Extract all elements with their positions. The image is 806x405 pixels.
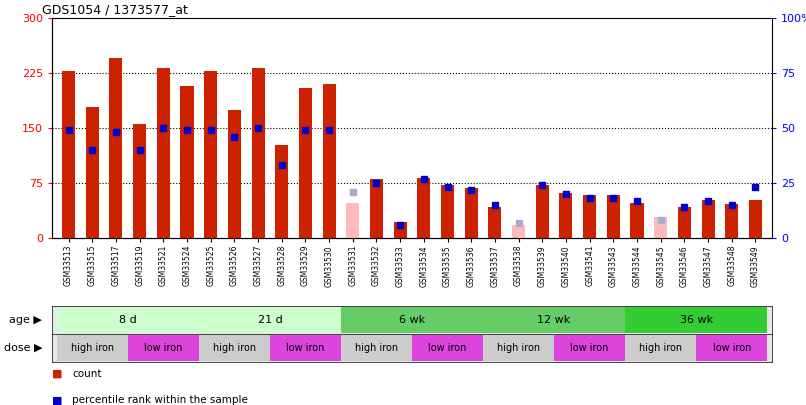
Bar <box>654 217 667 238</box>
Text: low iron: low iron <box>713 343 751 353</box>
Bar <box>133 124 146 238</box>
Bar <box>512 225 525 238</box>
Text: 12 wk: 12 wk <box>538 315 571 325</box>
Text: 8 d: 8 d <box>119 315 137 325</box>
Bar <box>322 84 335 238</box>
Bar <box>412 335 483 361</box>
Text: GDS1054 / 1373577_at: GDS1054 / 1373577_at <box>42 3 188 16</box>
Bar <box>465 188 478 238</box>
Text: low iron: low iron <box>428 343 467 353</box>
Bar <box>62 71 75 238</box>
Bar <box>393 222 407 238</box>
Text: ■: ■ <box>52 395 63 405</box>
Bar <box>204 71 217 238</box>
Bar <box>696 335 767 361</box>
Bar <box>536 185 549 238</box>
Bar <box>678 207 691 238</box>
Text: 36 wk: 36 wk <box>679 315 713 325</box>
Bar <box>251 68 264 238</box>
Text: high iron: high iron <box>639 343 682 353</box>
Text: 21 d: 21 d <box>258 315 282 325</box>
Bar <box>630 203 643 238</box>
Bar <box>583 196 596 238</box>
Text: high iron: high iron <box>71 343 114 353</box>
Bar <box>418 178 430 238</box>
Bar <box>483 307 625 333</box>
Text: low iron: low iron <box>571 343 609 353</box>
Bar <box>347 203 359 238</box>
Text: age ▶: age ▶ <box>9 315 42 325</box>
Bar <box>441 185 454 238</box>
Text: count: count <box>73 369 102 379</box>
Text: high iron: high iron <box>213 343 256 353</box>
Text: ■: ■ <box>52 369 63 379</box>
Bar <box>370 179 383 238</box>
Text: percentile rank within the sample: percentile rank within the sample <box>73 395 248 405</box>
Text: 6 wk: 6 wk <box>399 315 425 325</box>
Text: low iron: low iron <box>144 343 182 353</box>
Bar <box>701 200 715 238</box>
Text: dose ▶: dose ▶ <box>3 343 42 353</box>
Bar <box>228 110 241 238</box>
Bar <box>128 335 199 361</box>
Text: high iron: high iron <box>355 343 398 353</box>
Bar <box>483 335 554 361</box>
Bar <box>488 207 501 238</box>
Bar <box>270 335 341 361</box>
Bar <box>749 200 762 238</box>
Bar <box>110 58 123 238</box>
Bar <box>157 68 170 238</box>
Bar <box>341 335 412 361</box>
Bar <box>181 86 193 238</box>
Bar <box>299 87 312 238</box>
Bar <box>85 107 99 238</box>
Bar <box>607 196 620 238</box>
Bar <box>56 335 128 361</box>
Bar <box>341 307 483 333</box>
Bar <box>625 307 767 333</box>
Bar <box>625 335 696 361</box>
Text: low iron: low iron <box>286 343 325 353</box>
Bar <box>554 335 625 361</box>
Bar <box>199 307 341 333</box>
Text: high iron: high iron <box>497 343 540 353</box>
Bar <box>275 145 289 238</box>
Bar <box>199 335 270 361</box>
Bar <box>725 204 738 238</box>
Bar <box>559 192 572 238</box>
Bar <box>56 307 199 333</box>
